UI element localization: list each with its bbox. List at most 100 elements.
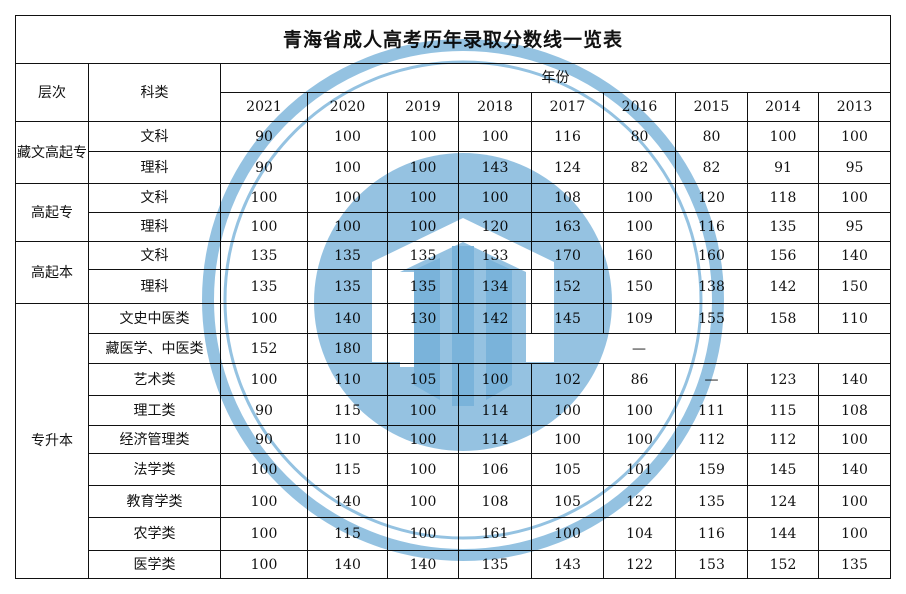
- year-header: 2019: [387, 92, 459, 122]
- score-cell: 108: [531, 183, 604, 213]
- score-cell: 100: [531, 517, 604, 551]
- subject-cell: 文科: [88, 183, 221, 213]
- score-cell: 108: [458, 485, 532, 518]
- score-cell: 100: [387, 453, 459, 486]
- score-cell: 100: [307, 151, 388, 184]
- score-cell: 124: [531, 151, 604, 184]
- score-cell: 100: [387, 183, 459, 213]
- score-cell: 100: [603, 425, 676, 454]
- score-cell: 100: [387, 212, 459, 242]
- score-cell: 115: [747, 395, 819, 426]
- score-cell: 100: [220, 550, 308, 579]
- header-year-group: 年份: [219, 63, 892, 93]
- subject-cell: 理科: [88, 269, 221, 304]
- subject-cell: 理科: [88, 212, 221, 242]
- score-cell: 144: [747, 517, 819, 551]
- score-cell: 114: [458, 395, 532, 426]
- score-cell: 180: [307, 333, 388, 364]
- subject-cell: 经济管理类: [88, 425, 221, 454]
- score-cell: 104: [603, 517, 676, 551]
- score-cell: 142: [458, 303, 532, 334]
- table-row: 藏医学、中医类 152 180—: [16, 333, 892, 364]
- score-cell: 108: [817, 395, 892, 426]
- score-cell: 95: [817, 151, 892, 184]
- score-cell: 100: [307, 183, 388, 213]
- score-cell: 160: [675, 241, 748, 270]
- score-cell: 138: [675, 269, 748, 304]
- subject-cell: 藏医学、中医类: [88, 333, 221, 364]
- score-cell: 135: [220, 241, 308, 270]
- score-cell: 100: [220, 183, 308, 213]
- merged-no-data-cell: —: [386, 333, 892, 364]
- score-cell: 120: [675, 183, 748, 213]
- score-cell: 115: [307, 453, 388, 486]
- score-cell: 105: [531, 485, 604, 518]
- score-cell: 114: [458, 425, 532, 454]
- score-cell: 143: [531, 550, 604, 579]
- level-cell: 高起本: [15, 241, 89, 304]
- score-cell: 100: [387, 121, 459, 152]
- score-cell: 140: [817, 363, 892, 396]
- table-row: 艺术类 100 110 105 100 102 86—123 140: [16, 363, 892, 396]
- table-row: 医学类 100 140 140 135 143 122 153 152 135: [16, 550, 892, 579]
- score-cell: 100: [603, 212, 676, 242]
- score-cell: 91: [747, 151, 819, 184]
- score-cell: 152: [747, 550, 819, 579]
- score-cell: 170: [531, 241, 604, 270]
- score-cell: 90: [220, 151, 308, 184]
- score-cell: 112: [675, 425, 748, 454]
- score-cell: 100: [817, 425, 892, 454]
- score-cell: 102: [531, 363, 604, 396]
- score-cell: 105: [531, 453, 604, 486]
- table-row: 经济管理类 90 110 100 114 100 100 112 112 100: [16, 425, 892, 454]
- subject-cell: 教育学类: [88, 485, 221, 518]
- level-cell: 藏文高起专: [15, 121, 89, 184]
- subject-cell: 文史中医类: [88, 303, 221, 334]
- table-row: 理科 100 100 100 120 163 100 116 135 95: [16, 212, 892, 242]
- score-cell: 135: [307, 241, 388, 270]
- score-cell: 100: [387, 425, 459, 454]
- score-cell: 118: [747, 183, 819, 213]
- score-cell: 95: [817, 212, 892, 242]
- score-cell: 100: [817, 485, 892, 518]
- score-cell: 123: [747, 363, 819, 396]
- subject-cell: 理科: [88, 151, 221, 184]
- level-cell: 高起专: [15, 183, 89, 242]
- subject-cell: 农学类: [88, 517, 221, 551]
- score-cell: 135: [817, 550, 892, 579]
- score-cell: 106: [458, 453, 532, 486]
- year-header: 2017: [531, 92, 604, 122]
- score-cell: 105: [387, 363, 459, 396]
- score-cell: 100: [387, 485, 459, 518]
- subject-cell: 法学类: [88, 453, 221, 486]
- score-cell: 122: [603, 550, 676, 579]
- score-cell: 100: [603, 183, 676, 213]
- score-cell: 156: [747, 241, 819, 270]
- score-cell: 100: [387, 151, 459, 184]
- score-cell: 100: [387, 395, 459, 426]
- score-cell: 100: [458, 121, 532, 152]
- table-row: 理科 90 100 100 143 124 82 82 91 95: [16, 151, 892, 184]
- year-header: 2016: [603, 92, 676, 122]
- score-cell: 163: [531, 212, 604, 242]
- score-cell: 155: [675, 303, 748, 334]
- score-cell: 120: [458, 212, 532, 242]
- score-cell: 100: [307, 212, 388, 242]
- table-row: 高起专 文科 100 100 100 100 108 100 120 118 100: [15, 183, 892, 242]
- table-row: 农学类 100 115 100 161 100 104 116 144 100: [16, 517, 892, 551]
- score-cell: 100: [220, 212, 308, 242]
- score-cell: 158: [747, 303, 819, 334]
- score-cell: 124: [747, 485, 819, 518]
- score-cell: 142: [747, 269, 819, 304]
- subject-cell: 文科: [88, 241, 221, 270]
- table-row: 专升本 文史中医类 100 140 130 142 145 109 155 158 110: [15, 303, 892, 579]
- table-title: 青海省成人高考历年录取分数线一览表: [14, 15, 892, 64]
- score-cell: 100: [458, 363, 532, 396]
- score-cell: 100: [220, 453, 308, 486]
- score-cell: 135: [458, 550, 532, 579]
- score-cell: 116: [531, 121, 604, 152]
- score-cell: 110: [817, 303, 892, 334]
- score-table: 青海省成人高考历年录取分数线一览表 层次 科类 年份 2021 2020 2019 2…: [14, 15, 892, 579]
- score-cell: 143: [458, 151, 532, 184]
- score-cell: 159: [675, 453, 748, 486]
